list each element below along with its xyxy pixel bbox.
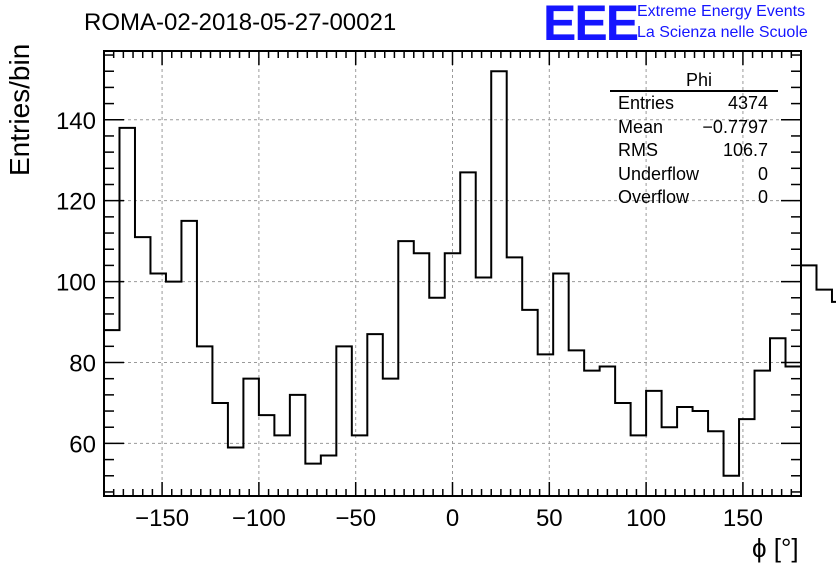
stats-row-entries: Entries 4374 [610, 92, 778, 116]
plot-title: ROMA-02-2018-05-27-00021 [84, 9, 397, 36]
stats-label: Underflow [618, 163, 700, 184]
logo-line-2: La Scienza nelle Scuole [637, 24, 808, 41]
y-tick-label: 80 [69, 351, 96, 378]
y-axis-label: Entries/bin [4, 43, 35, 176]
stats-title: Phi [610, 70, 778, 92]
x-tick-label: −150 [135, 505, 189, 532]
stats-label: Entries [618, 93, 675, 113]
x-tick-label: 0 [446, 505, 459, 532]
tick-labels: −150 −100 −50 0 50 100 150 60 80 100 120 140 [56, 108, 763, 532]
x-tick-label: −50 [335, 505, 376, 532]
x-tick-label: −100 [232, 505, 286, 532]
x-tick-label: 50 [536, 505, 563, 532]
stats-value: 4374 [727, 93, 768, 113]
stats-row-overflow: Overflow 0 [610, 186, 778, 210]
stats-row-rms: RMS 106.7 [610, 139, 778, 163]
eee-logo: EEE [543, 0, 639, 51]
axis-ticks [104, 51, 801, 496]
stats-label: RMS [618, 140, 658, 160]
x-tick-label: 100 [626, 505, 666, 532]
stats-row-mean: Mean −0.7797 [610, 116, 778, 140]
stats-row-underflow: Underflow 0 [610, 163, 778, 187]
stats-value: 0 [757, 163, 768, 184]
y-tick-label: 120 [56, 189, 96, 216]
stats-value: 106.7 [722, 140, 768, 160]
stats-value: 0 [757, 187, 768, 207]
plot-frame [103, 50, 802, 497]
x-axis-label: ϕ [°] [752, 533, 799, 563]
y-tick-label: 100 [56, 270, 96, 297]
grid-lines [104, 51, 801, 496]
stats-label: Mean [618, 116, 664, 137]
stats-label: Overflow [618, 187, 690, 207]
y-tick-label: 140 [56, 108, 96, 135]
histogram-outline [104, 70, 836, 477]
x-tick-label: 150 [723, 505, 763, 532]
logo-line-1: Extreme Energy Events [637, 3, 806, 20]
stats-value: −0.7797 [702, 116, 768, 137]
stats-box: Phi Entries 4374 Mean −0.7797 RMS 106.7 … [610, 70, 778, 210]
y-tick-label: 60 [69, 431, 96, 458]
